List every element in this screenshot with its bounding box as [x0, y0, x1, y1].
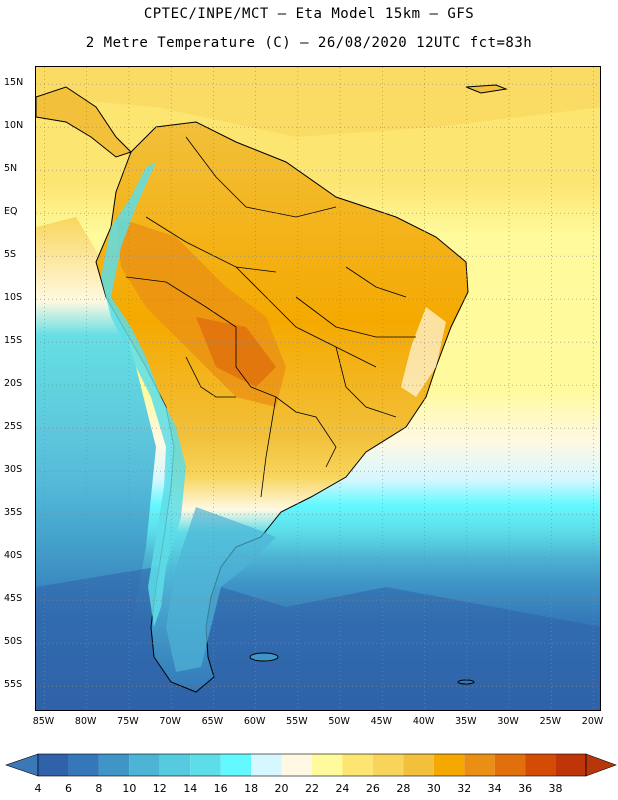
- colorbar-segment: [190, 754, 221, 776]
- colorbar-segment: [464, 754, 495, 776]
- latitude-label: 5N: [4, 163, 18, 175]
- colorbar-segment: [220, 754, 252, 776]
- south-georgia-island: [457, 679, 475, 685]
- colorbar-segment: [98, 754, 130, 776]
- colorbar-tick-label: 34: [487, 782, 502, 795]
- latitude-label: 10N: [4, 120, 24, 132]
- colorbar-tick-label: 14: [183, 782, 198, 795]
- temperature-map: [35, 66, 601, 711]
- colorbar-segment: [555, 754, 586, 776]
- patagonia-cool-region: [166, 507, 276, 672]
- colorbar-tick-label: 36: [518, 782, 533, 795]
- colorbar-segment: [525, 754, 556, 776]
- longitude-label: 20W: [581, 716, 604, 727]
- colorbar-segment: [372, 754, 404, 776]
- colorbar-tick-label: 24: [335, 782, 350, 795]
- longitude-label: 70W: [159, 716, 181, 727]
- colorbar-tick-label: 6: [64, 782, 72, 795]
- longitude-label: 75W: [117, 716, 139, 727]
- map-canvas: [36, 67, 600, 710]
- colorbar-frame: [37, 753, 587, 777]
- longitude-label: 55W: [286, 716, 308, 727]
- colorbar-segment: [342, 754, 373, 776]
- latitude-label: 10S: [4, 292, 23, 304]
- falkland-islands: [249, 652, 279, 662]
- colorbar-segment: [312, 754, 343, 776]
- colorbar-tick-label: 4: [34, 782, 42, 795]
- colorbar-segment: [494, 754, 526, 776]
- latitude-label: 50S: [4, 636, 23, 648]
- colorbar-segment: [159, 754, 191, 776]
- colorbar-high-arrow: [585, 753, 617, 777]
- colorbar-tick-label: 16: [213, 782, 228, 795]
- longitude-label: 25W: [539, 716, 562, 727]
- latitude-label: 30S: [4, 464, 23, 476]
- colorbar-tick-label: 18: [244, 782, 259, 795]
- map-subtitle: 2 Metre Temperature (C) – 26/08/2020 12U…: [85, 35, 533, 51]
- colorbar-tick-label: 32: [457, 782, 472, 795]
- longitude-label: 50W: [328, 716, 350, 727]
- longitude-label: 30W: [497, 716, 519, 727]
- colorbar-segment: [68, 754, 99, 776]
- colorbar-tick-label: 26: [365, 782, 380, 795]
- latitude-label: 45S: [4, 593, 23, 605]
- colorbar-tick-label: 22: [305, 782, 319, 795]
- caribbean-island: [465, 84, 508, 94]
- colorbar-tick-label: 38: [548, 782, 563, 795]
- colorbar-tick-label: 28: [396, 782, 411, 795]
- colorbar-low-arrow: [5, 753, 39, 777]
- latitude-label: 25S: [4, 421, 23, 433]
- colorbar-segment: [251, 754, 282, 776]
- longitude-label: 60W: [243, 716, 266, 727]
- latitude-label: 15N: [4, 77, 24, 89]
- longitude-label: 40W: [412, 716, 435, 727]
- central-america-landmass: [36, 86, 132, 158]
- colorbar-tick-label: 20: [274, 782, 289, 795]
- latitude-label: 35S: [4, 507, 23, 519]
- longitude-label: 35W: [455, 716, 477, 727]
- longitude-label: 45W: [370, 716, 393, 727]
- colorbar-segment: [403, 754, 434, 776]
- latitude-label: 5S: [4, 249, 17, 261]
- country-borders: [125, 136, 416, 498]
- longitude-label: 85W: [32, 716, 55, 727]
- latitude-label: 55S: [4, 679, 23, 691]
- colorbar-segment: [129, 754, 160, 776]
- colorbar-segment: [433, 754, 465, 776]
- latitude-label: 40S: [4, 550, 23, 562]
- colorbar-tick-label: 10: [122, 782, 137, 795]
- latitude-label: 15S: [4, 335, 23, 347]
- brazil-coastal-region: [401, 307, 446, 397]
- colorbar-segment: [38, 754, 69, 776]
- colorbar-tick-label: 30: [426, 782, 441, 795]
- longitude-label: 65W: [201, 716, 224, 727]
- andes-cool-band: [101, 162, 186, 627]
- latitude-label: 20S: [4, 378, 23, 390]
- temperature-colorbar: [5, 753, 617, 777]
- longitude-label: 80W: [74, 716, 97, 727]
- latitude-label: EQ: [4, 206, 18, 218]
- colorbar-tick-label: 12: [152, 782, 167, 795]
- colorbar-segment: [281, 754, 312, 776]
- colorbar-tick-label: 8: [95, 782, 103, 795]
- map-title: CPTEC/INPE/MCT – Eta Model 15km – GFS: [143, 6, 475, 22]
